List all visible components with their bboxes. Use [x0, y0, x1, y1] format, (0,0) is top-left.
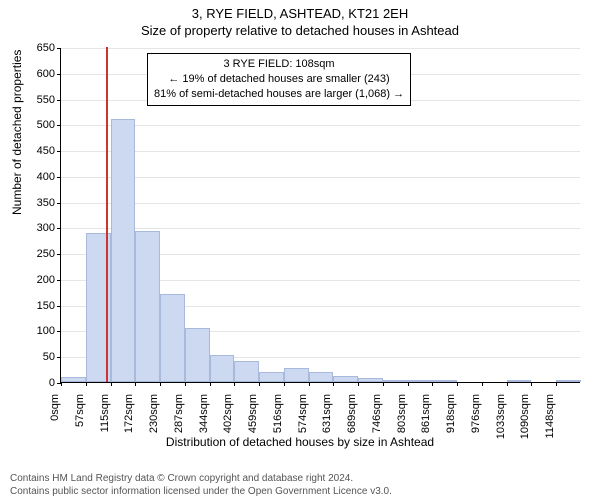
chart-container: 3, RYE FIELD, ASHTEAD, KT21 2EH Size of … — [0, 0, 600, 500]
property-marker-line — [106, 47, 108, 382]
y-tick-label: 300 — [37, 222, 55, 234]
footer: Contains HM Land Registry data © Crown c… — [10, 473, 392, 498]
chart-area: 0501001502002503003504004505005506006500… — [60, 48, 580, 383]
y-axis-label: Number of detached properties — [10, 50, 24, 215]
y-tick-label: 250 — [37, 248, 55, 260]
x-tick-label: 746sqm — [371, 394, 383, 433]
histogram-bar — [160, 294, 185, 382]
x-tick-label: 574sqm — [297, 394, 309, 433]
histogram-bar — [358, 378, 383, 382]
histogram-bar — [135, 231, 160, 382]
y-tick-label: 350 — [37, 197, 55, 209]
x-tick-label: 516sqm — [272, 394, 284, 433]
footer-line1: Contains HM Land Registry data © Crown c… — [10, 473, 392, 486]
x-tick-label: 976sqm — [470, 394, 482, 433]
page-subtitle: Size of property relative to detached ho… — [0, 23, 600, 38]
x-tick-label: 1033sqm — [495, 394, 507, 439]
histogram-bar — [432, 380, 457, 382]
x-tick-label: 230sqm — [148, 394, 160, 433]
gridline — [61, 48, 580, 49]
histogram-bar — [234, 361, 259, 382]
histogram-bar — [383, 380, 408, 382]
histogram-bar — [185, 328, 210, 382]
y-tick-label: 400 — [37, 171, 55, 183]
x-tick-label: 0sqm — [49, 394, 61, 421]
x-tick-label: 57sqm — [74, 394, 86, 427]
histogram-bar — [333, 376, 358, 382]
y-tick-label: 200 — [37, 274, 55, 286]
x-tick-label: 803sqm — [396, 394, 408, 433]
y-tick-label: 500 — [37, 119, 55, 131]
annotation-line1: 3 RYE FIELD: 108sqm — [154, 57, 404, 72]
x-axis-label: Distribution of detached houses by size … — [0, 435, 600, 449]
histogram-bar — [309, 372, 334, 382]
annotation-box: 3 RYE FIELD: 108sqm ← 19% of detached ho… — [147, 53, 411, 106]
x-tick-label: 861sqm — [420, 394, 432, 433]
x-tick-label: 287sqm — [173, 394, 185, 433]
y-tick-label: 0 — [49, 377, 55, 389]
x-tick-label: 918sqm — [445, 394, 457, 433]
footer-line2: Contains public sector information licen… — [10, 486, 392, 499]
y-tick-label: 650 — [37, 42, 55, 54]
x-tick-label: 115sqm — [99, 394, 111, 432]
histogram-bar — [111, 119, 136, 382]
gridline — [61, 151, 580, 152]
x-tick-label: 1148sqm — [544, 394, 556, 438]
annotation-line3: 81% of semi-detached houses are larger (… — [154, 87, 404, 102]
histogram-bar — [556, 380, 581, 382]
histogram-bar — [284, 368, 309, 382]
x-tick-label: 459sqm — [247, 394, 259, 433]
y-tick-label: 450 — [37, 145, 55, 157]
histogram-bar — [210, 355, 235, 382]
histogram-bar — [507, 380, 532, 382]
annotation-line2: ← 19% of detached houses are smaller (24… — [154, 72, 404, 87]
x-tick-label: 344sqm — [198, 394, 210, 433]
gridline — [61, 203, 580, 204]
x-tick-label: 689sqm — [346, 394, 358, 433]
histogram-bar — [408, 380, 433, 382]
y-tick-label: 150 — [37, 300, 55, 312]
histogram-bar — [61, 377, 86, 382]
x-tick-label: 172sqm — [123, 394, 135, 433]
gridline — [61, 228, 580, 229]
gridline — [61, 125, 580, 126]
x-tick-label: 1090sqm — [519, 394, 531, 439]
histogram-bar — [259, 372, 284, 382]
y-tick-label: 600 — [37, 68, 55, 80]
page-title: 3, RYE FIELD, ASHTEAD, KT21 2EH — [0, 0, 600, 21]
y-tick-label: 100 — [37, 325, 55, 337]
y-tick-label: 550 — [37, 94, 55, 106]
gridline — [61, 177, 580, 178]
x-tick-label: 631sqm — [321, 394, 333, 433]
y-tick-label: 50 — [43, 351, 55, 363]
x-tick-label: 402sqm — [222, 394, 234, 433]
